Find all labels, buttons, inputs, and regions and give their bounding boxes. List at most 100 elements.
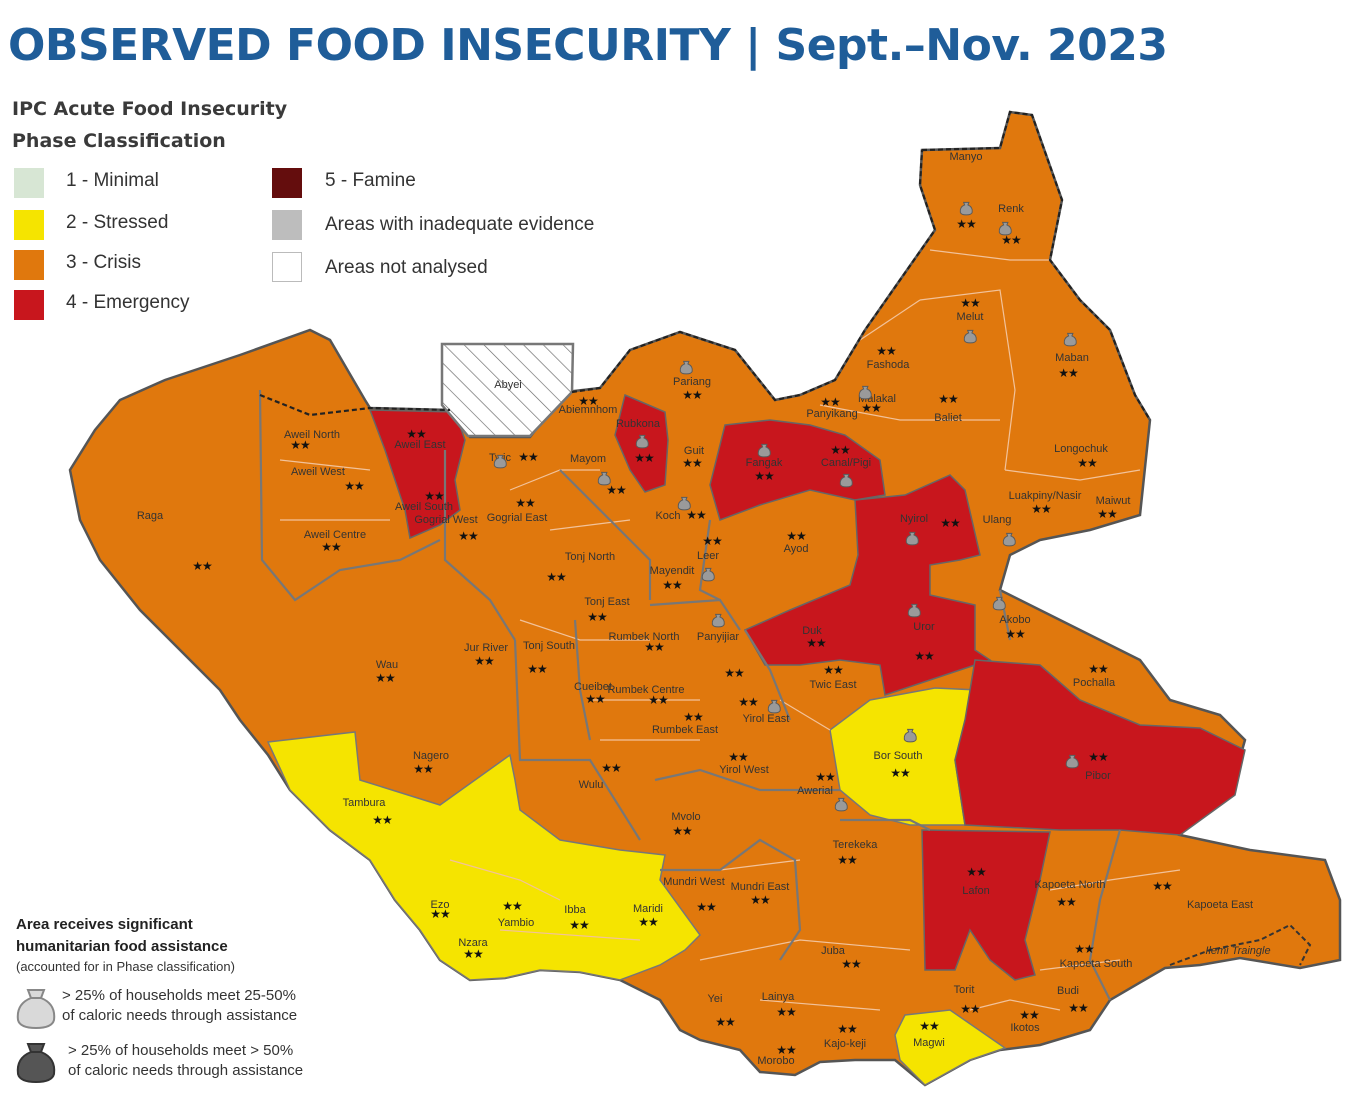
light-assist-text: > 25% of households meet 25-50% of calor… (62, 986, 297, 1026)
district-label-pibor: Pibor (1085, 770, 1111, 782)
reliability-stars-twic-east: ★★ (823, 663, 843, 677)
legend-swatch-minimal (14, 168, 44, 198)
district-label-jur-river: Jur River (464, 642, 508, 654)
district-label-rubkona: Rubkona (616, 418, 661, 430)
reliability-stars-longochuk: ★★ (1077, 456, 1097, 470)
reliability-stars-twic: ★★ (518, 450, 538, 464)
legend-swatch-crisis (14, 250, 44, 280)
district-label-mayom: Mayom (570, 453, 606, 465)
district-label-ilemi-traingle: Ilemi Traingle (1205, 945, 1270, 957)
county-boundaries (279, 249, 1181, 1011)
district-label-pochalla: Pochalla (1073, 677, 1116, 689)
state-boundaries (258, 389, 1122, 1001)
district-label-mayendit: Mayendit (650, 565, 695, 577)
legend-label-not-analysed: Areas not analysed (325, 257, 488, 278)
reliability-stars-budi: ★★ (1068, 1001, 1088, 1015)
assistance-sack-icon-manyo (959, 201, 973, 216)
legend-label-stressed: 2 - Stressed (66, 212, 169, 233)
assistance-sack-icon-maban (1063, 332, 1077, 347)
reliability-stars-rubkona: ★★ (634, 451, 654, 465)
map-title: OBSERVED FOOD INSECURITY | Sept.–Nov. 20… (8, 20, 1168, 71)
district-label-lainya: Lainya (762, 991, 795, 1003)
district-layer: Manyo★★Renk★★Melut★★Maban★★Fashoda★★Pari… (137, 151, 1271, 1067)
district-label-kapoeta-north: Kapoeta North (1035, 879, 1106, 891)
district-label-tambura: Tambura (343, 797, 387, 809)
district-label-tonj-south: Tonj South (523, 640, 575, 652)
reliability-stars-lafon: ★★ (966, 865, 986, 879)
reliability-stars-fangak: ★★ (754, 469, 774, 483)
legend-swatch-famine (272, 168, 302, 198)
reliability-stars-mvolo: ★★ (672, 824, 692, 838)
zone-western-equatoria-stressed (266, 731, 701, 981)
reliability-stars-terekeka: ★★ (837, 853, 857, 867)
district-label-renk: Renk (998, 203, 1024, 215)
district-label-magwi: Magwi (913, 1037, 945, 1049)
reliability-stars-baliet: ★★ (938, 392, 958, 406)
district-label-terekeka: Terekeka (833, 839, 879, 851)
district-label-maiwut: Maiwut (1096, 495, 1131, 507)
reliability-stars-manyo: ★★ (956, 217, 976, 231)
district-label-juba: Juba (821, 945, 846, 957)
reliability-stars-yambio: ★★ (502, 899, 522, 913)
reliability-stars-yirol-east: ★★ (738, 695, 758, 709)
district-label-maridi: Maridi (633, 903, 663, 915)
legend-title-line2: Phase Classification (12, 130, 226, 152)
district-label-torit: Torit (954, 984, 975, 996)
reliability-stars-maiwut: ★★ (1097, 507, 1117, 521)
reliability-stars-yei: ★★ (715, 1015, 735, 1029)
assistance-sack-icon-mayendit (701, 567, 715, 582)
light-assist-line2: of caloric needs through assistance (62, 1007, 298, 1024)
reliability-stars-tonj-north: ★★ (546, 570, 566, 584)
district-label-pariang: Pariang (673, 376, 711, 388)
assistance-sack-icon-mayom (597, 471, 611, 486)
assistance-sack-icon-renk (998, 221, 1012, 236)
assistance-sack-icon-nyirol (905, 531, 919, 546)
district-label-yirol-east: Yirol East (743, 713, 790, 725)
reliability-stars-rumbek-east: ★★ (683, 710, 703, 724)
ilemi-triangle-boundary (1169, 923, 1312, 966)
district-label-uror: Uror (913, 621, 935, 633)
assistance-sack-icon-fangak (757, 443, 771, 458)
reliability-stars-panyikang: ★★ (820, 395, 840, 409)
reliability-stars-pariang: ★★ (682, 388, 702, 402)
district-label-ezo: Ezo (431, 899, 450, 911)
reliability-stars-aweil-west: ★★ (344, 479, 364, 493)
assistance-title-line2: humanitarian food assistance (16, 938, 228, 955)
zone-aweil-emergency (368, 409, 466, 540)
assistance-sack-icon-bor-south (903, 728, 917, 743)
reliability-stars-tonj-east: ★★ (587, 610, 607, 624)
assistance-legend-title: Area receives significant humanitarian f… (16, 914, 228, 958)
assistance-sack-icon-panyijiar (711, 613, 725, 628)
district-label-aweil-north: Aweil North (284, 429, 340, 441)
district-label-budi: Budi (1057, 985, 1079, 997)
district-label-mvolo: Mvolo (671, 811, 700, 823)
district-label-wau: Wau (376, 659, 398, 671)
district-label-cueibet: Cueibet (574, 681, 612, 693)
district-label-yirol-west: Yirol West (719, 764, 769, 776)
reliability-stars-pochalla: ★★ (1088, 662, 1108, 676)
zone-lafon-emergency (921, 829, 1051, 981)
reliability-stars-juba: ★★ (841, 957, 861, 971)
district-label-abiemnhom: Abiemnhom (559, 404, 618, 416)
reliability-stars-rumbek-centre: ★★ (648, 693, 668, 707)
reliability-stars-aweil-north: ★★ (290, 438, 310, 452)
legend-label-minimal: 1 - Minimal (66, 170, 159, 191)
reliability-stars-fashoda: ★★ (876, 344, 896, 358)
district-label-kapoeta-east: Kapoeta East (1187, 899, 1253, 911)
assistance-sack-icon-pariang (679, 360, 693, 375)
district-label-bor-south: Bor South (874, 750, 923, 762)
zone-fangak-canal-emergency (709, 419, 886, 521)
reliability-stars-mundri-west: ★★ (696, 900, 716, 914)
district-label-fashoda: Fashoda (867, 359, 911, 371)
assistance-sack-icon-uror (907, 603, 921, 618)
assistance-sack-icon-akobo (992, 596, 1006, 611)
district-label-mundri-west: Mundri West (663, 876, 725, 888)
district-label-lafon: Lafon (962, 885, 990, 897)
legend-label-famine: 5 - Famine (325, 170, 416, 191)
reliability-stars-koch: ★★ (686, 508, 706, 522)
reliability-stars-kapoeta-east: ★★ (1152, 879, 1172, 893)
reliability-stars-gogrial-east: ★★ (515, 496, 535, 510)
reliability-stars-panyijiar: ★★ (724, 666, 744, 680)
reliability-stars-maridi: ★★ (638, 915, 658, 929)
assistance-sack-icon-melut (963, 329, 977, 344)
